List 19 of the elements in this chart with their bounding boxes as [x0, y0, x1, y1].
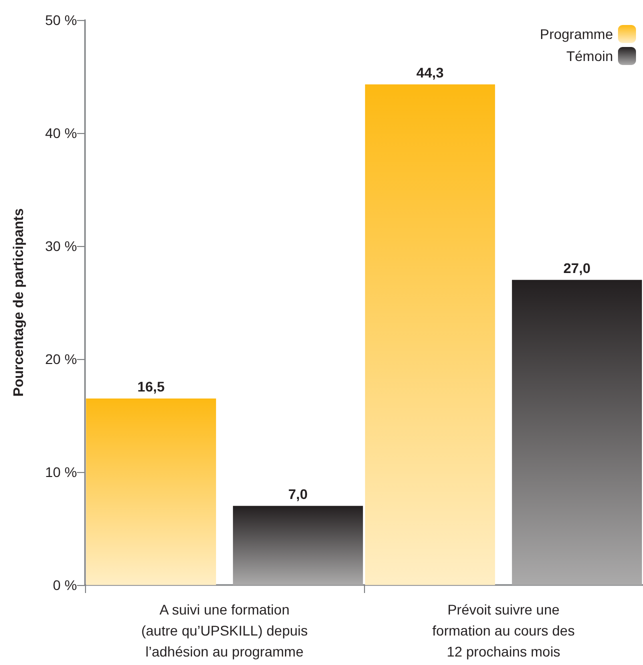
data-label: 44,3 [416, 64, 444, 80]
bar [365, 84, 496, 585]
y-tick-label: 10 % [45, 464, 77, 480]
x-tick-label: Prévoit suivre une formation au cours des 12 prochains mois [432, 602, 575, 660]
y-tick-label: 0 % [52, 577, 77, 593]
bar [512, 280, 642, 585]
y-tick-label: 30 % [45, 238, 77, 254]
y-tick-label: 20 % [45, 351, 77, 367]
x-tick-label: A suivi une formation (autre qu’UPSKILL) depuis l’adhésion au programme [141, 602, 308, 660]
data-label: 27,0 [563, 260, 591, 276]
legend-label: Programme [540, 26, 614, 42]
y-axis-title: Pourcentage de participants [10, 208, 26, 397]
data-label: 7,0 [288, 486, 308, 502]
legend-label: Témoin [566, 48, 613, 64]
data-label: 16,5 [137, 378, 165, 395]
bar [86, 398, 216, 585]
y-tick-label: 40 % [45, 125, 77, 141]
bar [232, 506, 363, 585]
y-tick-label: 50 % [45, 12, 77, 28]
